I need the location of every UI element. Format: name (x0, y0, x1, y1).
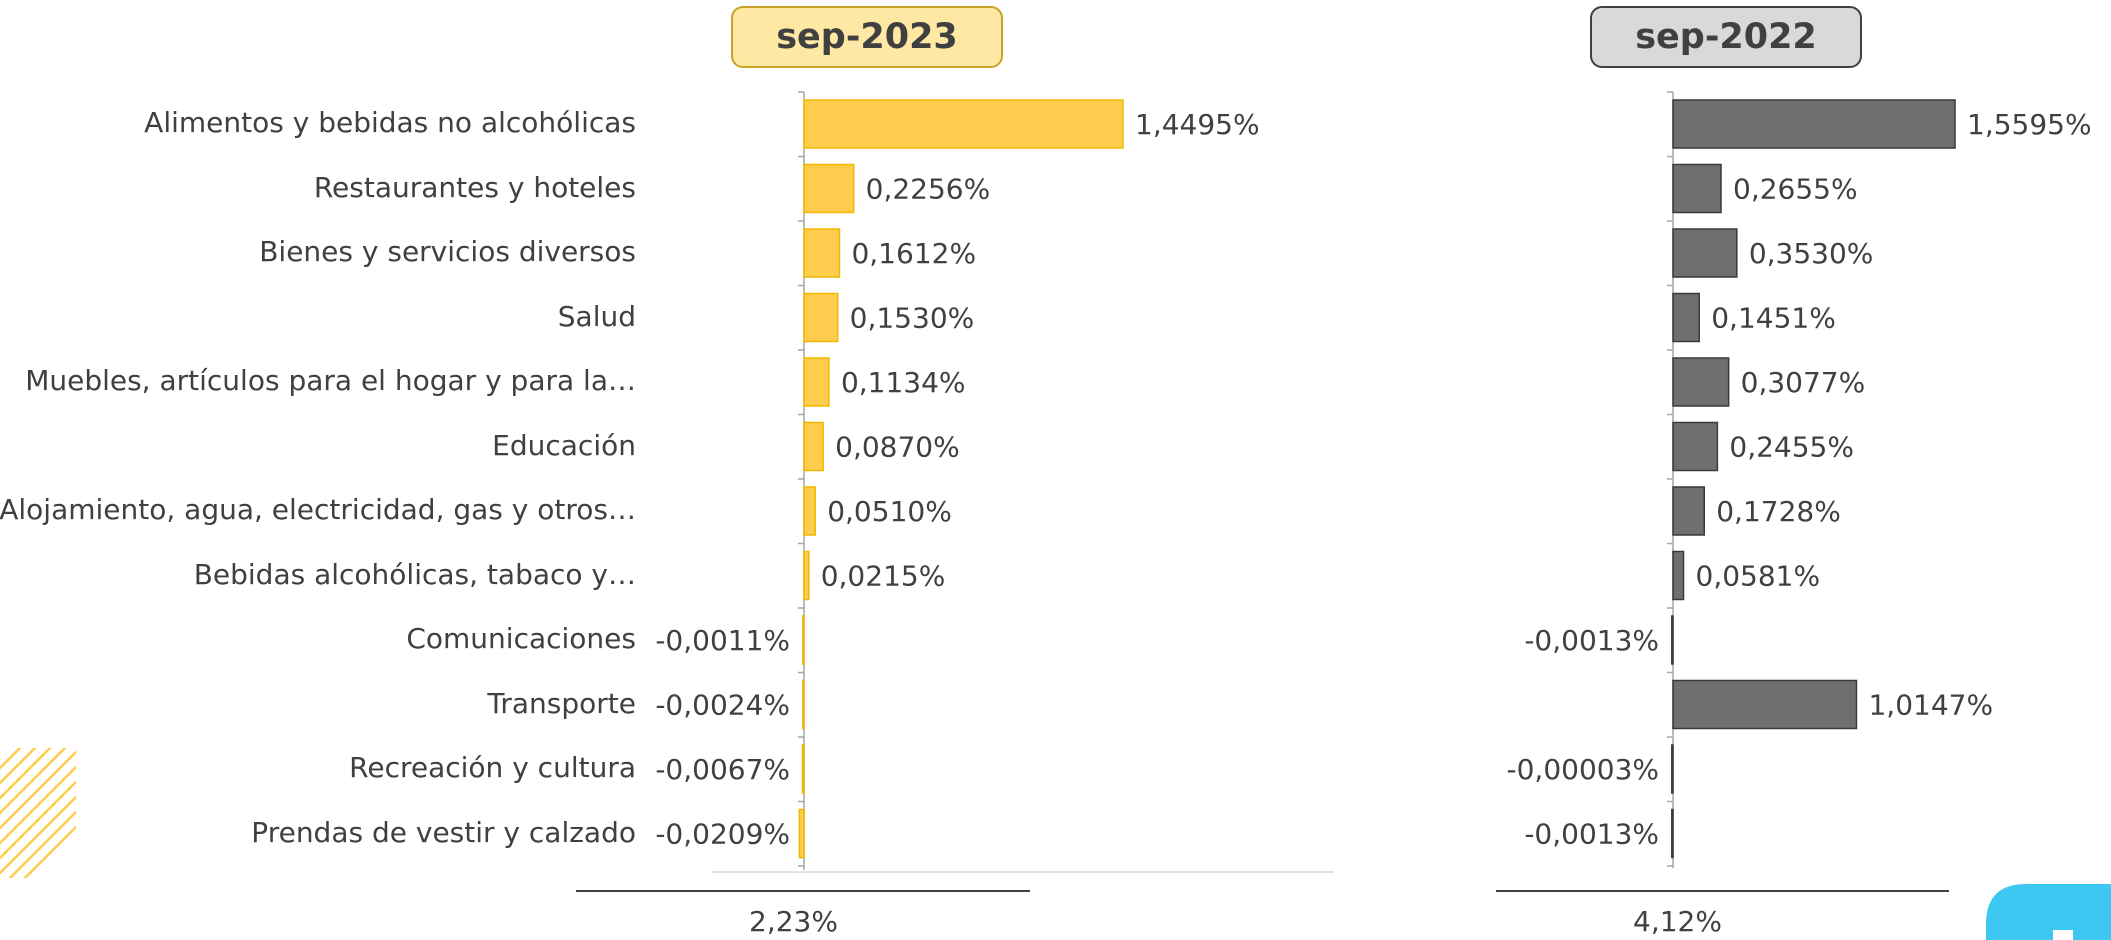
category-label: Muebles, artículos para el hogar y para … (25, 364, 636, 397)
corner-badge-icon (1986, 884, 2111, 940)
category-label: Educación (492, 428, 636, 462)
data-label-2023: 1,4495% (1135, 108, 1260, 141)
data-label-2022: 1,0147% (1868, 689, 1993, 722)
bar-2022 (1671, 615, 1674, 665)
data-label-2022: -0,00003% (1507, 753, 1660, 786)
data-label-2022: 0,1728% (1716, 495, 1841, 528)
data-label-2022: 1,5595% (1967, 108, 2092, 141)
bar-2023 (803, 421, 824, 472)
data-label-2023: 0,1134% (841, 366, 966, 399)
bar-2023 (802, 679, 805, 730)
category-label: Alimentos y bebidas no alcohólicas (144, 106, 636, 139)
category-label: Salud (557, 299, 636, 333)
data-label-2022: 0,2655% (1733, 173, 1858, 206)
bar-2022 (1671, 808, 1674, 859)
bar-2022 (1672, 99, 1956, 149)
data-label-2023: 0,0510% (827, 495, 952, 528)
data-label-2022: -0,0013% (1524, 624, 1659, 657)
data-label-2023: -0,0011% (655, 624, 790, 657)
data-label-2022: 0,2455% (1729, 431, 1854, 464)
bar-2023 (803, 550, 810, 601)
bar-2022 (1672, 357, 1730, 407)
data-label-2022: 0,3530% (1749, 237, 1874, 270)
category-label: Bebidas alcohólicas, tabaco y… (193, 557, 636, 591)
data-label-2023: -0,0067% (655, 753, 790, 786)
data-label-2023: 0,0215% (821, 560, 946, 593)
bar-2022 (1672, 292, 1700, 343)
category-label: Alojamiento, agua, electricidad, gas y o… (0, 493, 636, 526)
bar-2023 (803, 357, 830, 407)
total-sep-2022: 4,12% (1633, 905, 1722, 938)
bar-2023 (803, 99, 1124, 149)
data-label-2022: 0,3077% (1741, 366, 1866, 399)
total-sep-2023: 2,23% (749, 905, 838, 938)
bar-2022 (1672, 163, 1722, 214)
category-label: Restaurantes y hoteles (313, 170, 636, 204)
bar-2023 (798, 808, 805, 859)
bar-2022 (1672, 550, 1685, 601)
bar-2022 (1671, 744, 1674, 794)
category-label: Recreación y cultura (349, 751, 636, 784)
category-label: Transporte (487, 686, 636, 720)
category-label: Bienes y servicios diversos (259, 235, 636, 268)
bar-2023 (803, 486, 816, 536)
chart-title-sep-2023: sep-2023 (731, 6, 1003, 68)
category-label: Comunicaciones (406, 622, 636, 655)
data-label-2023: -0,0024% (655, 689, 790, 722)
bar-2022 (1672, 421, 1719, 472)
bar-2023 (801, 744, 805, 794)
data-label-2022: 0,0581% (1696, 560, 1821, 593)
bar-2022 (1672, 679, 1858, 730)
data-label-2023: -0,0209% (655, 818, 790, 851)
category-label: Prendas de vestir y calzado (251, 815, 636, 849)
data-label-2022: 0,1451% (1711, 302, 1836, 335)
bar-2022 (1672, 486, 1705, 536)
data-label-2023: 0,1530% (850, 302, 975, 335)
bar-2022 (1672, 228, 1738, 278)
decorative-stripes-icon (0, 748, 76, 878)
bar-2023 (803, 228, 841, 278)
data-label-2023: 0,1612% (851, 237, 976, 270)
bar-2023 (802, 615, 805, 665)
bar-2023 (803, 163, 855, 214)
data-label-2023: 0,2256% (866, 173, 991, 206)
chart-title-sep-2022: sep-2022 (1590, 6, 1862, 68)
data-label-2023: 0,0870% (835, 431, 960, 464)
bar-2023 (803, 292, 839, 343)
data-label-2022: -0,0013% (1524, 818, 1659, 851)
